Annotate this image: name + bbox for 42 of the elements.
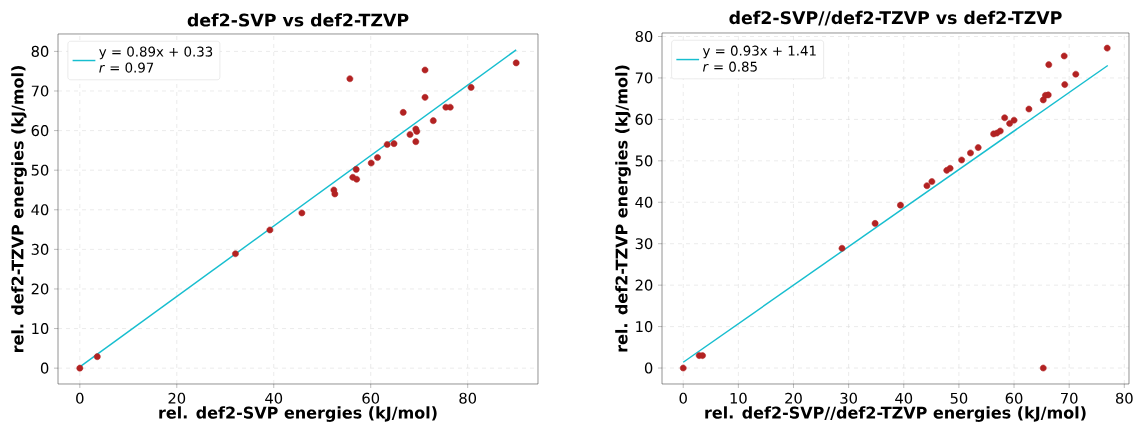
y-axis-title: rel. def2-TZVP energies (kJ/mol) — [11, 66, 27, 352]
y-tick-label: 80 — [635, 30, 653, 43]
annotation: r = 0.85 — [702, 61, 757, 72]
x-tick-label: 0 — [76, 392, 84, 404]
y-tick-label: 10 — [32, 323, 49, 335]
legend-label: y = 0.89x + 0.33 — [99, 46, 213, 60]
y-tick-label: 80 — [31, 45, 49, 57]
x-axis-title: rel. def2-SVP//def2-TZVP energies (kJ/mol) — [705, 406, 1086, 422]
y-tick-label: 10 — [636, 321, 653, 333]
y-tick-label: 60 — [31, 125, 49, 137]
x-tick-label: 30 — [840, 392, 857, 404]
x-tick-label: 10 — [730, 392, 747, 404]
y-tick-label: 0 — [644, 362, 653, 374]
legend-label: y = 0.93x + 1.41 — [702, 45, 816, 59]
chart-title: def2-SVP vs def2-TZVP — [187, 13, 409, 27]
x-axis-title: rel. def2-SVP energies (kJ/mol) — [159, 406, 437, 422]
x-tick-label: 50 — [950, 392, 968, 404]
x-tick-label: 60 — [1005, 392, 1023, 404]
y-tick-label: 60 — [635, 113, 653, 125]
y-tick-label: 40 — [31, 204, 49, 216]
y-tick-label: 70 — [635, 72, 653, 84]
y-tick-label: 30 — [635, 238, 653, 250]
y-tick-label: 0 — [40, 362, 49, 374]
x-tick-label: 80 — [459, 392, 477, 404]
x-tick-label: 40 — [895, 392, 913, 404]
chart-title: def2-SVP//def2-TZVP vs def2-TZVP — [729, 10, 1062, 26]
y-tick-label: 50 — [31, 164, 49, 176]
y-tick-label: 70 — [31, 85, 49, 97]
y-tick-label: 20 — [31, 283, 49, 295]
x-tick-label: 20 — [785, 392, 802, 404]
y-axis-title: rel. def2-TZVP energies (kJ/mol) — [615, 65, 631, 352]
annotation: r = 0.97 — [99, 62, 154, 73]
x-tick-label: 0 — [679, 392, 687, 404]
y-tick-label: 30 — [31, 243, 49, 255]
y-tick-label: 40 — [635, 196, 653, 208]
x-tick-label: 60 — [362, 392, 380, 404]
x-tick-label: 80 — [1115, 392, 1133, 404]
x-tick-label: 40 — [265, 392, 283, 404]
y-tick-label: 20 — [635, 279, 653, 291]
x-tick-label: 20 — [168, 392, 186, 404]
x-tick-label: 70 — [1061, 392, 1078, 404]
y-tick-label: 50 — [635, 155, 653, 167]
